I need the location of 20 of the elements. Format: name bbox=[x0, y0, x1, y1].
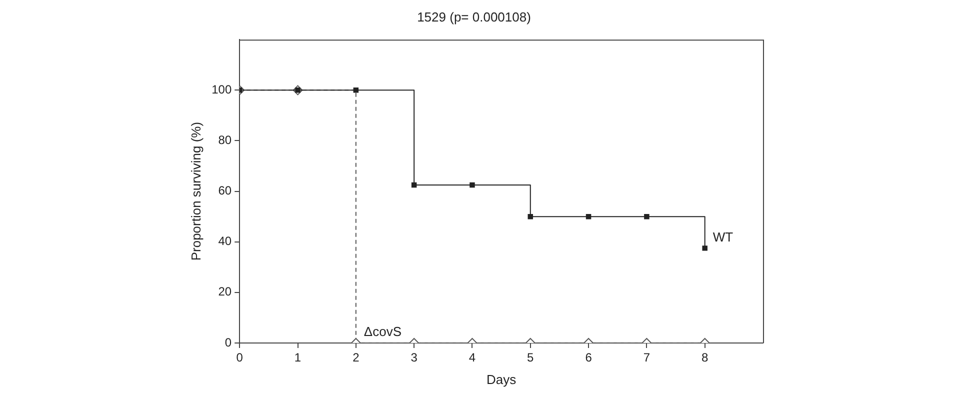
y-tick-label: 100 bbox=[212, 82, 232, 96]
series-label: ΔcovS bbox=[364, 324, 402, 340]
x-tick-label: 6 bbox=[585, 350, 592, 365]
y-tick-label: 60 bbox=[218, 184, 232, 198]
x-tick-label: 4 bbox=[468, 350, 476, 365]
x-tick-label: 8 bbox=[702, 350, 709, 365]
y-tick-label: 20 bbox=[218, 284, 232, 299]
x-tick-label: 7 bbox=[643, 350, 650, 365]
y-tick-label: 0 bbox=[224, 335, 232, 350]
x-tick-label: 2 bbox=[352, 350, 360, 365]
chart-title: 1529 (p= 0.000108) bbox=[417, 9, 531, 24]
x-tick-label: 0 bbox=[236, 350, 244, 365]
x-tick-label: 5 bbox=[527, 350, 534, 365]
series-label: WT bbox=[712, 229, 734, 244]
y-tick-label: 80 bbox=[218, 133, 232, 148]
x-tick-label: 1 bbox=[294, 350, 302, 365]
x-axis-title: Days bbox=[486, 372, 517, 387]
y-tick-label: 40 bbox=[218, 234, 232, 248]
x-tick-label: 3 bbox=[410, 350, 418, 365]
y-axis-title: Proportion surviving (%) bbox=[188, 122, 204, 261]
